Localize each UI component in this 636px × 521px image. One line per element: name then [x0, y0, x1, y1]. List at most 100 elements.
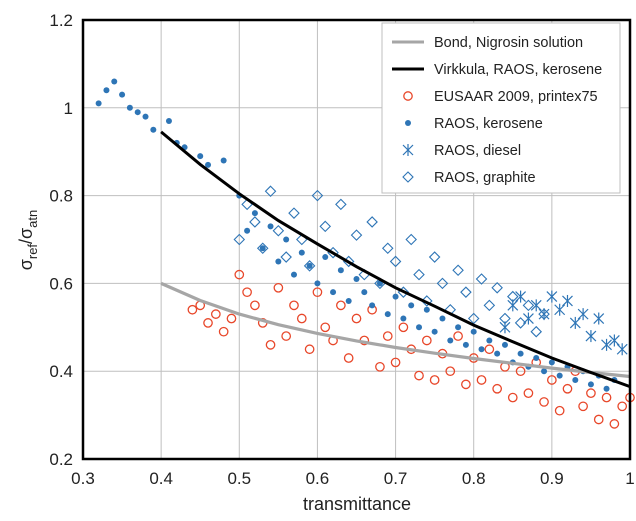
data-point-raos-graphite: [350, 229, 363, 241]
data-point-raos-graphite: [280, 251, 292, 263]
data-point-eusaar-2009-printex75: [453, 331, 463, 341]
data-point-raos-kerosene: [470, 328, 477, 335]
data-point-eusaar-2009-printex75: [296, 313, 307, 324]
data-point-eusaar-2009-printex75: [398, 322, 409, 333]
data-point-raos-kerosene: [376, 280, 383, 287]
data-point-raos-kerosene: [478, 346, 485, 353]
data-point-raos-kerosene: [95, 100, 102, 107]
data-point-raos-kerosene: [517, 350, 524, 357]
data-point-raos-kerosene: [283, 236, 290, 243]
data-point-raos-kerosene: [126, 104, 133, 111]
data-point-eusaar-2009-printex75: [421, 335, 432, 346]
data-point-raos-graphite: [460, 286, 472, 298]
data-point-raos-kerosene: [345, 297, 352, 304]
data-point-raos-kerosene: [353, 276, 360, 283]
data-point-raos-kerosene: [330, 289, 337, 296]
legend-label-raos-kerosene: RAOS, kerosene: [434, 116, 543, 132]
y-axis-title-sub-ref: ref: [25, 244, 40, 260]
data-point-raos-kerosene: [275, 258, 282, 265]
y-axis-title-sigma-atn: σ: [16, 228, 36, 239]
data-point-raos-diesel: [585, 330, 597, 343]
data-point-raos-diesel: [546, 290, 558, 303]
data-point-raos-diesel: [577, 308, 589, 321]
data-point-eusaar-2009-printex75: [226, 313, 237, 324]
data-point-eusaar-2009-printex75: [281, 331, 292, 341]
x-tick-label: 0.6: [306, 469, 330, 488]
data-point-eusaar-2009-printex75: [336, 300, 346, 311]
series-line-virkkula-raos-kerosene: [160, 130, 631, 389]
data-point-raos-diesel: [616, 343, 628, 356]
data-point-eusaar-2009-printex75: [273, 282, 284, 293]
y-tick-label: 0.2: [49, 450, 73, 469]
data-point-raos-diesel: [562, 294, 573, 307]
data-point-eusaar-2009-printex75: [203, 318, 213, 328]
data-point-eusaar-2009-printex75: [461, 379, 471, 390]
data-point-raos-kerosene: [486, 337, 493, 344]
data-point-raos-kerosene: [306, 262, 313, 269]
data-point-raos-kerosene: [259, 245, 266, 252]
data-point-raos-kerosene: [150, 126, 157, 133]
y-tick-label: 1.2: [49, 11, 73, 30]
data-point-raos-graphite: [413, 268, 425, 281]
data-point-raos-kerosene: [408, 302, 415, 309]
data-point-raos-diesel: [608, 334, 620, 347]
data-point-raos-kerosene: [400, 315, 407, 322]
data-point-raos-kerosene: [416, 324, 423, 331]
data-point-eusaar-2009-printex75: [586, 388, 596, 398]
data-point-raos-graphite: [335, 198, 347, 211]
data-point-raos-diesel: [569, 316, 581, 329]
data-point-raos-graphite: [256, 242, 269, 255]
data-point-raos-kerosene: [220, 157, 227, 164]
data-point-raos-kerosene: [205, 161, 212, 168]
data-point-raos-diesel: [554, 303, 566, 316]
x-tick-label: 0.5: [227, 469, 251, 488]
data-point-raos-diesel: [507, 299, 519, 312]
data-point-raos-graphite: [483, 299, 496, 312]
data-point-eusaar-2009-printex75: [492, 383, 503, 394]
x-tick-label: 0.7: [384, 469, 408, 488]
tick-labels: 0.3 0.4 0.5 0.6 0.7 0.8 0.9 1 0.2 0.4 0.6 0.8 1 1.2: [49, 11, 634, 488]
data-point-eusaar-2009-printex75: [312, 287, 323, 298]
data-point-eusaar-2009-printex75: [320, 322, 331, 333]
data-point-raos-graphite: [405, 233, 417, 246]
data-point-eusaar-2009-printex75: [523, 388, 534, 398]
data-point-eusaar-2009-printex75: [234, 269, 245, 280]
x-axis-title: transmittance: [303, 494, 411, 514]
y-tick-label: 1: [64, 99, 73, 118]
data-point-eusaar-2009-printex75: [289, 300, 299, 311]
data-point-eusaar-2009-printex75: [562, 383, 573, 394]
data-point-eusaar-2009-printex75: [414, 370, 424, 381]
legend: Bond, Nigrosin solution Virkkula, RAOS, k…: [381, 22, 621, 194]
data-point-raos-graphite: [421, 295, 433, 307]
data-point-raos-kerosene: [455, 324, 462, 331]
data-point-raos-kerosene: [290, 271, 297, 278]
data-point-raos-graphite: [264, 185, 277, 197]
data-point-raos-kerosene: [462, 341, 469, 348]
data-point-eusaar-2009-printex75: [218, 326, 229, 337]
data-point-raos-kerosene: [298, 249, 305, 256]
data-point-raos-kerosene: [447, 337, 454, 344]
data-point-raos-kerosene: [603, 385, 610, 392]
data-point-raos-diesel: [530, 299, 542, 312]
data-point-raos-diesel: [522, 312, 534, 325]
data-point-raos-graphite: [381, 242, 394, 255]
data-point-raos-graphite: [530, 325, 543, 338]
data-point-raos-kerosene: [439, 315, 446, 322]
data-point-eusaar-2009-printex75: [539, 397, 549, 407]
data-point-raos-graphite: [249, 216, 261, 228]
data-point-eusaar-2009-printex75: [507, 392, 518, 403]
y-axis-title-slash: /: [16, 239, 36, 244]
data-point-raos-kerosene: [314, 280, 321, 287]
data-point-raos-kerosene: [572, 376, 579, 383]
data-point-eusaar-2009-printex75: [601, 392, 612, 403]
data-point-eusaar-2009-printex75: [445, 366, 456, 377]
data-point-eusaar-2009-printex75: [515, 366, 526, 377]
data-point-raos-kerosene: [533, 355, 540, 362]
data-point-raos-graphite: [303, 260, 316, 272]
data-point-raos-graphite: [436, 277, 449, 290]
legend-box: [381, 22, 621, 194]
data-point-raos-kerosene: [337, 267, 344, 274]
legend-label-virkkula-raos-kerosene: Virkkula, RAOS, kerosene: [434, 62, 602, 78]
data-point-raos-kerosene: [384, 311, 391, 318]
